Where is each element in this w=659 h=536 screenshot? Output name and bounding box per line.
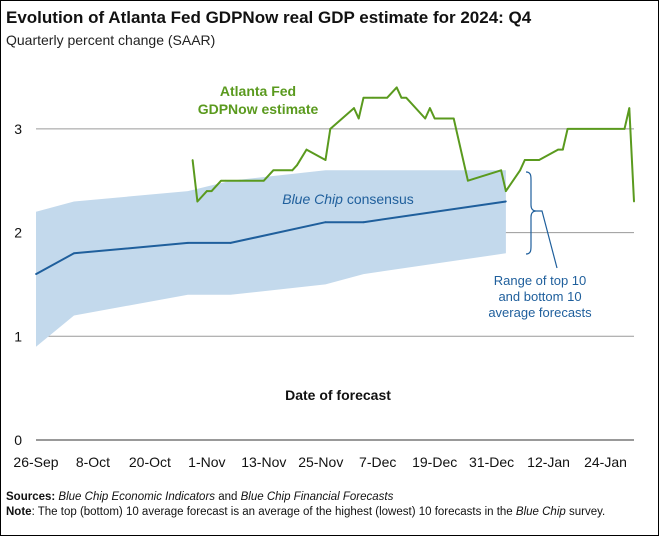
y-tick-label: 3 [14, 121, 22, 137]
x-tick-label: 12-Jan [527, 454, 570, 470]
gdpnow-line-point [452, 117, 455, 120]
gdpnow-line-point [523, 159, 526, 161]
range-label-line3: average forecasts [488, 305, 592, 320]
bluechip-line-point [324, 221, 327, 224]
range-label-line2: and bottom 10 [498, 289, 581, 304]
gdpnow-line-point [305, 148, 308, 151]
gdpnow-line-point [633, 200, 635, 203]
gdpnow-line-point [191, 159, 194, 161]
gdpnow-line-point [357, 117, 360, 120]
bluechip-line-point [35, 273, 37, 275]
gdpnow-line-point [623, 127, 626, 130]
gdpnow-line-point [500, 169, 503, 172]
bluechip-line-point [229, 242, 232, 244]
gdpnow-line-point [557, 148, 559, 151]
bluechip-line-point [186, 242, 189, 244]
gdpnow-line-point [205, 190, 208, 192]
gdpnow-line-point [196, 200, 199, 203]
gdpnow-line-point [405, 96, 408, 99]
bluechip-line-point [73, 252, 75, 255]
x-tick-label: 20-Oct [129, 454, 171, 470]
gdpnow-line-point [386, 96, 389, 99]
note-part2: Blue Chip [515, 506, 566, 518]
gdpnow-line-point [504, 190, 507, 192]
gdpnow-line-point [272, 169, 275, 172]
x-tick-labels: 26-Sep 8-Oct 20-Oct 1-Nov 13-Nov 25-Nov 7-Dec 1… [13, 454, 627, 470]
bluechip-line-point [362, 221, 365, 224]
sources-part3: Blue Chip Financial Forecasts [240, 491, 394, 503]
point-markers [35, 86, 635, 275]
x-tick-label: 24-Jan [584, 454, 627, 470]
y-tick-label: 2 [14, 225, 22, 241]
note-line: Note: The top (bottom) 10 average foreca… [6, 506, 606, 519]
note-label: Note [6, 506, 32, 518]
gdpnow-line-point [324, 159, 327, 161]
gdpnow-line-point [628, 107, 631, 110]
gdpnow-line-point [466, 179, 469, 182]
gdpnow-label-line2: GDPNow estimate [198, 101, 319, 117]
gdpnow-line-point [362, 96, 365, 99]
gdpnow-line-point [400, 96, 403, 99]
gdpnow-line-point [561, 148, 564, 151]
x-tick-label: 8-Oct [76, 454, 110, 470]
gdpnow-line-point [329, 127, 332, 130]
range-brace [525, 171, 537, 255]
gdpnow-line-point [210, 190, 213, 192]
x-tick-label: 7-Dec [359, 454, 396, 470]
chart-subtitle: Quarterly percent change (SAAR) [6, 32, 216, 48]
sources-line: Sources: Blue Chip Economic Indicators a… [6, 491, 393, 503]
bluechip-label: Blue Chip consensus [282, 191, 414, 207]
range-callout-line [536, 210, 558, 269]
x-tick-label: 13-Nov [241, 454, 286, 470]
sources-label: Sources: [6, 491, 56, 503]
y-tick-label: 0 [14, 432, 22, 448]
y-tick-labels: 0 1 2 3 [14, 121, 22, 448]
note-part1: : The top (bottom) 10 average forecast i… [31, 506, 516, 518]
x-tick-label: 26-Sep [13, 454, 58, 470]
gdpnow-label-line1: Atlanta Fed [220, 83, 296, 99]
bluechip-line-point [504, 200, 507, 203]
gdpnow-line-point [372, 96, 374, 99]
range-band-area [36, 170, 506, 347]
gdpnow-line-point [538, 159, 540, 161]
x-axis-label: Date of forecast [285, 387, 391, 403]
gdpnow-line-point [224, 179, 227, 182]
note-part3: survey. [565, 506, 606, 518]
sources-part1: Blue Chip Economic Indicators [58, 491, 216, 503]
bluechip-label-rest: consensus [343, 191, 414, 207]
x-tick-label: 31-Dec [469, 454, 514, 470]
gdpnow-line-point [296, 164, 298, 167]
x-tick-label: 19-Dec [412, 454, 457, 470]
gdpnow-line-point [519, 169, 521, 172]
bluechip-label-italic: Blue Chip [282, 191, 343, 207]
gdpnow-line-point [533, 159, 536, 161]
gdpnow-line-point [220, 179, 222, 182]
gdpnow-line-point [353, 107, 355, 110]
x-tick-label: 1-Nov [188, 454, 225, 470]
gdpnow-line-point [239, 179, 241, 182]
gdpnow-line-point [262, 179, 265, 182]
sources-part2: and [215, 491, 241, 503]
gdpnow-line-point [395, 86, 398, 89]
gdpnow-line-point [291, 169, 294, 172]
y-tick-label: 1 [14, 328, 22, 344]
gdpnow-line-point [433, 117, 436, 120]
range-label-line1: Range of top 10 [494, 273, 587, 288]
gdpnow-line-point [566, 127, 569, 130]
gdpnow-line-point [429, 107, 431, 110]
range-bracket [525, 171, 558, 269]
chart-title: Evolution of Atlanta Fed GDPNow real GDP… [6, 8, 532, 27]
gdpnow-line-point [424, 117, 427, 120]
x-tick-label: 25-Nov [298, 454, 343, 470]
forecast-range-band [36, 170, 506, 347]
